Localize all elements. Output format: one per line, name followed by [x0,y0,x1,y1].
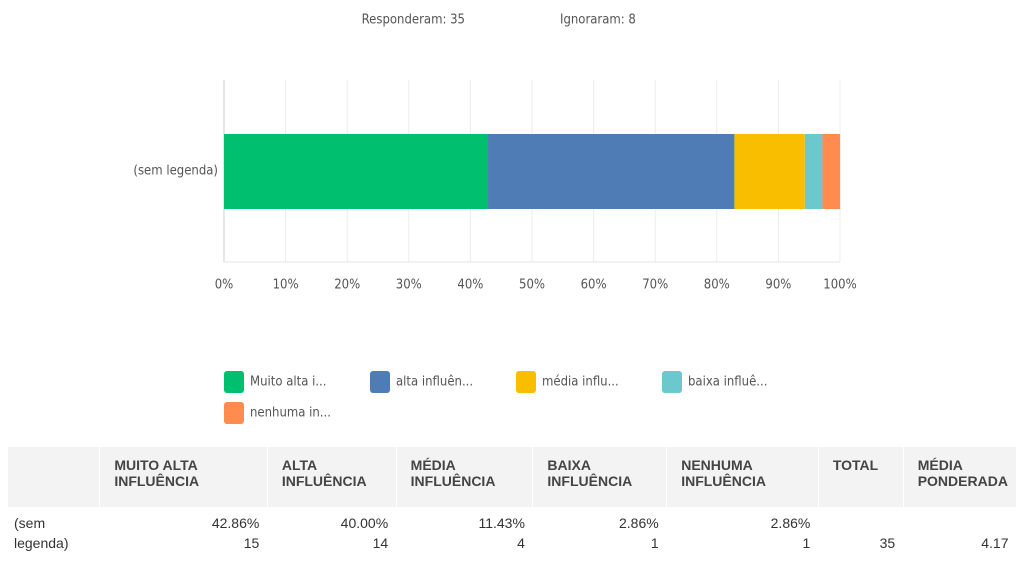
bar-segment [822,134,841,209]
header-row: MUITO ALTA INFLUÊNCIA ALTA INFLUÊNCIA MÉDI… [8,447,1017,507]
header-cell: MUITO ALTA INFLUÊNCIA [99,447,268,507]
x-tick-label: 40% [457,278,483,293]
header-cell: NENHUMA INFLUÊNCIA [666,447,819,507]
x-tick-label: 70% [642,278,668,293]
x-tick-label: 80% [704,278,730,293]
x-tick-label: 10% [273,278,299,293]
legend-swatch [662,371,682,393]
row-label: (sem legenda) [14,515,69,551]
header-cell: BAIXA INFLUÊNCIA [532,447,668,507]
bar-segment [804,134,823,209]
y-tick-label: (sem legenda) [133,164,218,179]
legend-swatch [516,371,536,393]
bar-segment [488,134,735,209]
cell: 40.00% 14 [267,507,396,553]
summary-table: MUITO ALTA INFLUÊNCIA ALTA INFLUÊNCIA MÉDI… [8,447,1017,553]
legend-label: alta influên... [396,375,473,390]
percent: 11.43% [478,515,525,531]
header-cell: MÉDIA INFLUÊNCIA [396,447,534,507]
x-tick-label: 0% [215,278,234,293]
bar-segment [224,134,489,209]
x-tick-label: 90% [765,278,791,293]
x-tick-label: 100% [823,278,856,293]
count: 14 [372,535,389,551]
count: 1 [650,535,659,551]
legend-swatch [370,371,390,393]
x-tick-label: 60% [581,278,607,293]
legend-label: nenhuma in... [250,406,331,421]
legend-label: baixa influê... [688,375,767,390]
cell: 11.43% 4 [396,507,533,553]
table-row: (sem legenda) 42.86% 15 40.00% 14 11.43% 4 2.86… [8,507,1017,553]
percent: 42.86% [211,515,260,531]
cell: 2.86% 1 [667,507,819,553]
percent: 2.86% [619,515,659,531]
chart: Responderam: 35 Ignoraram: 8 0% 10% 20% 30%… [133,13,857,424]
header-cell [8,447,101,507]
x-tick-label: 30% [396,278,422,293]
count: 1 [802,535,811,551]
x-tick-label: 50% [519,278,545,293]
weighted-cell: 4.17 [903,507,1016,553]
cell: 2.86% 1 [533,507,667,553]
header-cell: TOTAL [818,447,904,507]
percent: 40.00% [340,515,389,531]
header-cell: ALTA INFLUÊNCIA [267,447,397,507]
count: 15 [243,535,260,551]
legend-swatch [224,371,244,393]
cell: 42.86% 15 [100,507,268,553]
spacer [911,513,1008,533]
legend-label: Muito alta i... [250,375,326,390]
skipped: Ignoraram: 8 [560,13,636,28]
percent: 2.86% [770,515,811,531]
total: 35 [879,535,896,551]
legend-label: média influ... [542,375,619,390]
total-cell: 35 [818,507,903,553]
bar-segment [734,134,805,209]
answered: Responderam: 35 [362,13,465,28]
header-cell: MÉDIA PONDERADA [903,447,1017,507]
spacer [826,513,895,533]
weighted: 4.17 [981,535,1009,551]
x-tick-label: 20% [334,278,360,293]
legend-swatch [224,402,244,424]
count: 4 [517,535,525,551]
